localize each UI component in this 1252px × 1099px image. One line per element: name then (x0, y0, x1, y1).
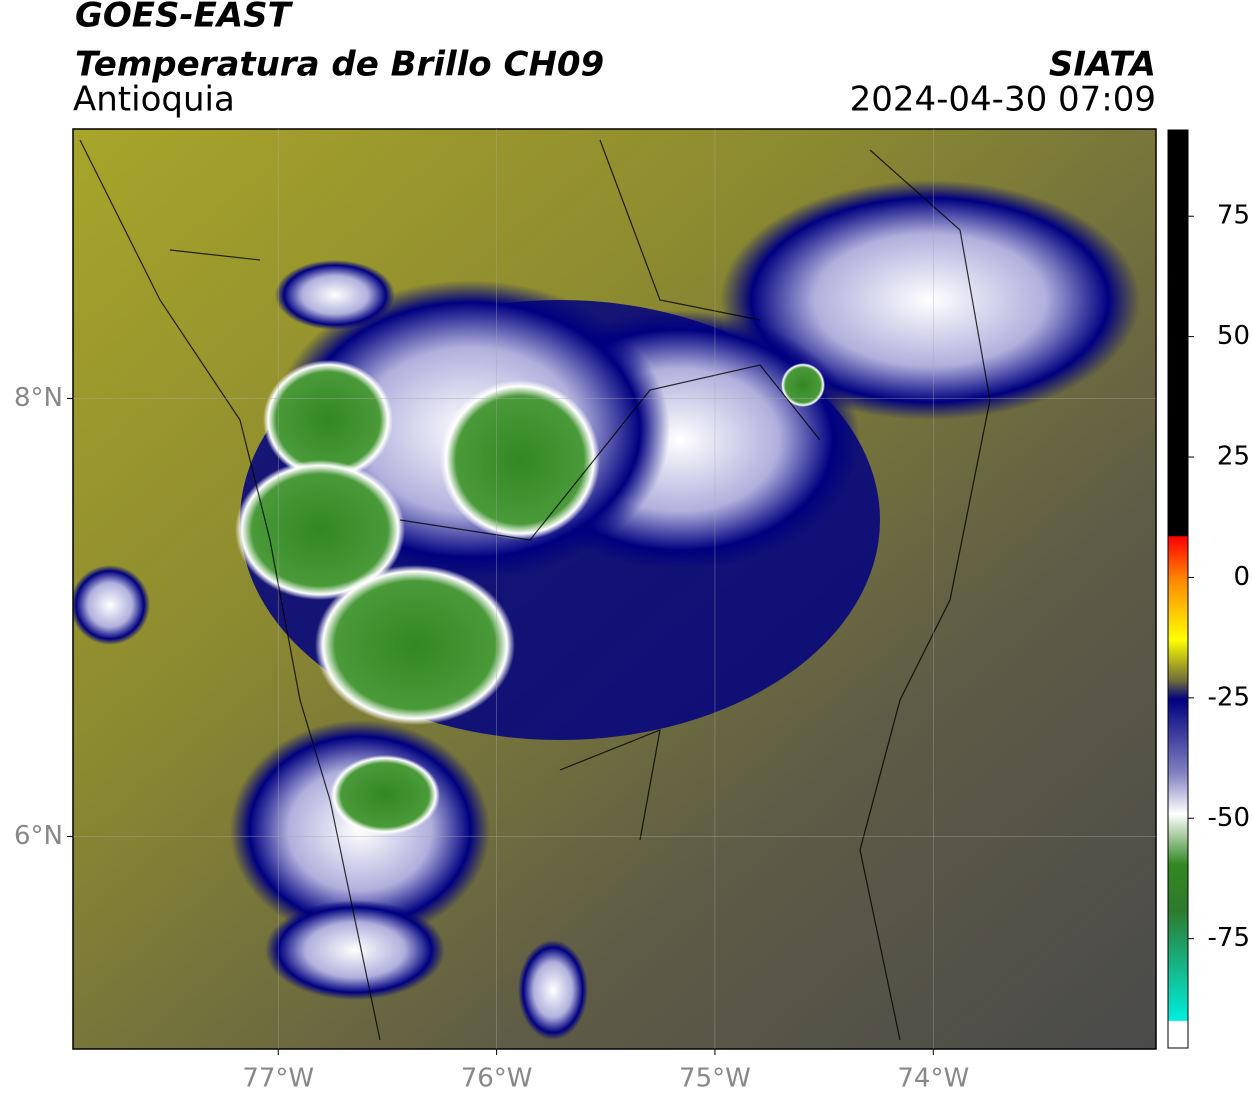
x-tick-label: 77°W (242, 1064, 314, 1094)
colorbar-tick-label: -25 (1208, 682, 1250, 712)
x-tick-label: 74°W (897, 1064, 969, 1094)
y-tick-label: 8°N (14, 383, 63, 413)
x-tick-label: 75°W (679, 1064, 751, 1094)
timestamp: 2024-04-30 07:09 (850, 80, 1156, 120)
colorbar-tick-label: 75 (1217, 201, 1250, 231)
colorbar (1167, 129, 1189, 1049)
map-frame (72, 128, 1157, 1050)
product-title: Temperatura de Brillo CH09 (75, 45, 604, 85)
y-tick-label: 6°N (14, 821, 63, 851)
colorbar-tick-label: -50 (1208, 803, 1250, 833)
colorbar-tick-label: -75 (1208, 923, 1250, 953)
colorbar-tick-label: 0 (1233, 562, 1250, 592)
colorbar-tick-label: 50 (1217, 321, 1250, 351)
map-image (73, 129, 1156, 1049)
x-tick-label: 76°W (461, 1064, 533, 1094)
region-label: Antioquia (73, 80, 235, 120)
colorbar-tick-label: 25 (1217, 442, 1250, 472)
source-label: SIATA (1049, 45, 1156, 85)
satellite-title: GOES-EAST (75, 0, 294, 36)
